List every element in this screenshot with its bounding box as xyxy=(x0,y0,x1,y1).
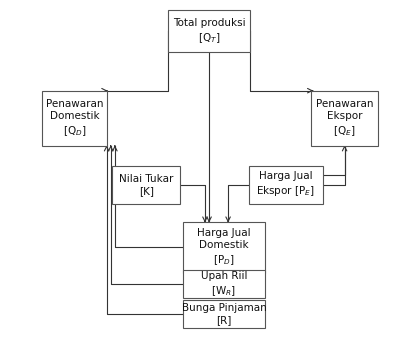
Text: Bunga Pinjaman
[R]: Bunga Pinjaman [R] xyxy=(181,303,266,325)
Text: Nilai Tukar
[K]: Nilai Tukar [K] xyxy=(119,174,173,196)
FancyBboxPatch shape xyxy=(183,300,265,328)
FancyBboxPatch shape xyxy=(183,270,265,298)
FancyBboxPatch shape xyxy=(112,166,180,204)
Text: Total produksi
[Q$_T$]: Total produksi [Q$_T$] xyxy=(173,18,246,45)
Text: Upah Riil
[W$_R$]: Upah Riil [W$_R$] xyxy=(201,271,247,297)
Text: Harga Jual
Ekspor [P$_E$]: Harga Jual Ekspor [P$_E$] xyxy=(256,171,316,199)
FancyBboxPatch shape xyxy=(183,222,265,273)
Text: Penawaran
Domestik
[Q$_D$]: Penawaran Domestik [Q$_D$] xyxy=(46,99,103,138)
Text: Harga Jual
Domestik
[P$_D$]: Harga Jual Domestik [P$_D$] xyxy=(197,228,251,267)
FancyBboxPatch shape xyxy=(311,91,378,146)
FancyBboxPatch shape xyxy=(249,166,323,204)
FancyBboxPatch shape xyxy=(168,10,251,52)
Text: Penawaran
Ekspor
[Q$_E$]: Penawaran Ekspor [Q$_E$] xyxy=(316,99,373,138)
FancyBboxPatch shape xyxy=(42,91,106,146)
